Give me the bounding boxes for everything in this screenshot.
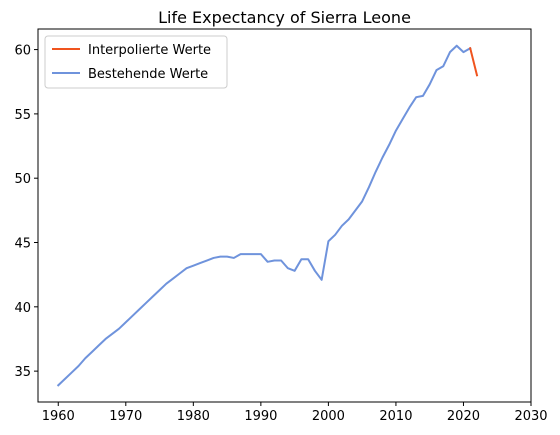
x-tick-label: 1990 — [244, 409, 277, 424]
x-axis: 1960 1970 1980 1990 2000 2010 2020 2030 — [42, 402, 548, 424]
series-line-existing — [56, 44, 472, 387]
legend-box — [44, 35, 228, 89]
legend-label-existing: Bestehende Werte — [88, 67, 208, 82]
y-tick-label: 45 — [14, 237, 31, 252]
x-tick-label: 2030 — [514, 409, 547, 424]
x-tick-label: 2000 — [312, 409, 345, 424]
x-tick-label: 2010 — [379, 409, 412, 424]
x-tick-label: 1960 — [42, 409, 75, 424]
x-tick-label: 1970 — [109, 409, 142, 424]
x-tick-label: 1980 — [177, 409, 210, 424]
plot-area — [56, 44, 479, 387]
legend-label-interpolated: Interpolierte Werte — [88, 43, 211, 58]
y-tick-label: 60 — [14, 44, 31, 59]
legend: Interpolierte Werte Bestehende Werte — [44, 35, 228, 89]
axes-frame — [37, 28, 532, 403]
y-tick-label: 55 — [14, 108, 31, 123]
y-tick-label: 50 — [14, 172, 31, 187]
x-tick-label: 2020 — [447, 409, 480, 424]
chart-title: Life Expectancy of Sierra Leone — [158, 8, 411, 27]
y-tick-label: 35 — [14, 365, 31, 380]
y-tick-label: 40 — [14, 301, 31, 316]
y-axis: 35 40 45 50 55 60 — [14, 44, 38, 380]
series-line-interpolated — [469, 47, 479, 77]
